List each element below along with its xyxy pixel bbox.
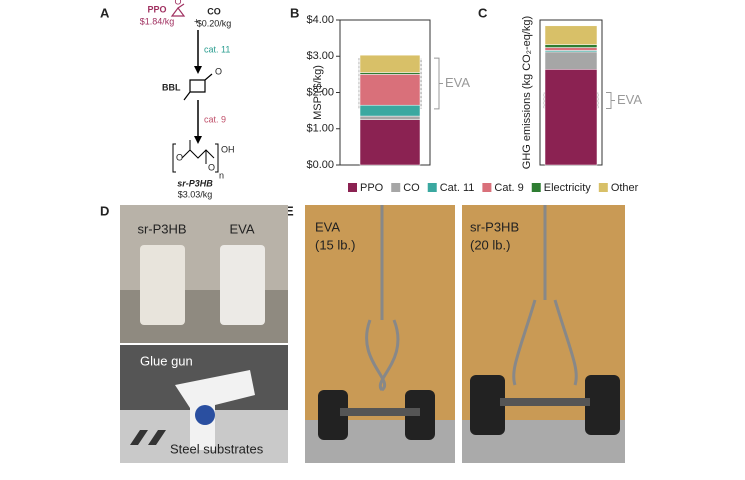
sample <box>220 245 265 325</box>
legend-label: PPO <box>360 182 384 194</box>
bar-segment <box>359 74 421 106</box>
catalyst: cat. 11 <box>204 44 230 54</box>
legend-label: Cat. 9 <box>494 182 523 194</box>
sample-label: sr-P3HB <box>137 221 186 236</box>
y-tick-label: $2.00 <box>306 86 334 98</box>
polymer <box>172 140 219 173</box>
glue-gun-trigger <box>195 405 215 425</box>
bar-segment <box>359 72 421 75</box>
atom: O <box>174 0 181 6</box>
reference-bracket <box>606 92 615 109</box>
photo-label: Glue gun <box>140 353 193 368</box>
reactant: PPO <box>147 4 166 14</box>
bar-segment <box>544 47 598 51</box>
test-load: (15 lb.) <box>315 237 355 252</box>
legend-label: Other <box>611 182 639 194</box>
panel-label: D <box>100 203 109 218</box>
glue-gun <box>175 370 255 450</box>
legend-label: Electricity <box>544 182 592 194</box>
reactant: CO <box>207 6 221 16</box>
repeat: n <box>219 170 224 180</box>
specimen <box>365 205 400 392</box>
specimen <box>512 205 578 386</box>
legend-swatch <box>391 183 401 192</box>
plus: + <box>194 16 199 26</box>
legend-swatch <box>348 183 357 192</box>
bar-segment <box>359 119 421 166</box>
reference-label: EVA <box>445 75 470 90</box>
atom: O <box>208 162 215 172</box>
bar-segment <box>359 54 421 73</box>
bar-segment <box>544 25 598 45</box>
price: $1.84/kg <box>140 16 175 26</box>
arrow-head <box>194 66 202 74</box>
y-tick-label: $1.00 <box>306 123 334 135</box>
lactone <box>183 73 213 101</box>
atom: OH <box>221 144 235 154</box>
panel-label: B <box>290 5 299 20</box>
legend-label: CO <box>403 182 420 194</box>
bar-segment <box>544 44 598 48</box>
intermediate: BBL <box>162 82 181 92</box>
legend-label: Cat. 11 <box>440 182 475 194</box>
test-name: sr-P3HB <box>470 219 519 234</box>
bar-segment <box>544 69 598 166</box>
substrates <box>130 430 166 445</box>
bar-segment <box>359 115 421 120</box>
product: sr-P3HB <box>177 178 213 188</box>
atom: O <box>176 152 183 162</box>
y-tick-label: $0.00 <box>306 159 334 171</box>
arrow-head <box>194 136 202 144</box>
reference-label: EVA <box>617 92 642 107</box>
y-axis-label: MSP ($/kg) <box>312 65 324 120</box>
scheme: PPO $1.84/kg O + CO $0.20/kg cat. 11 BBL… <box>140 0 235 199</box>
panel-label: C <box>478 5 488 20</box>
price: $3.03/kg <box>178 189 213 199</box>
bar-segment <box>359 104 421 117</box>
panel-label: E <box>285 203 294 218</box>
test-load: (20 lb.) <box>470 237 510 252</box>
epoxide <box>170 3 186 17</box>
y-tick-label: $3.00 <box>306 50 334 62</box>
price: $0.20/kg <box>197 18 232 28</box>
legend-swatch <box>427 183 437 192</box>
legend-swatch <box>482 183 492 192</box>
legend-swatch <box>598 183 608 192</box>
photo-label: Steel substrates <box>170 441 264 456</box>
y-tick-label: $4.00 <box>306 14 334 26</box>
legend-swatch <box>531 183 541 192</box>
y-axis-label: GHG emissions (kg CO₂-eq/kg) <box>521 16 533 169</box>
weights <box>318 375 620 440</box>
bar-segment <box>544 51 598 70</box>
panel-label: A <box>100 5 110 20</box>
reference-bracket <box>434 57 443 110</box>
sample-label: EVA <box>229 221 254 236</box>
atom: O <box>215 66 222 76</box>
catalyst: cat. 9 <box>204 114 226 124</box>
test-name: EVA <box>315 219 340 234</box>
sample <box>140 245 185 325</box>
